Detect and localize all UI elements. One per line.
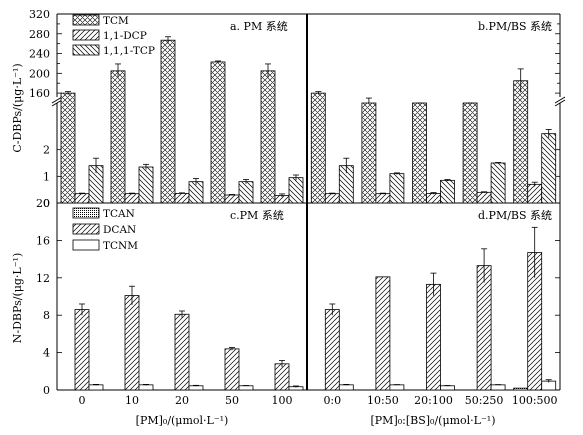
- bar-a-111tcp-4: [288, 177, 304, 204]
- bar-a-tcm-1: [110, 70, 126, 204]
- bar-d-dcan-0: [324, 309, 340, 391]
- y-tick-label-upper-0: 160: [29, 87, 50, 100]
- legend-bottom: TCAN DCAN TCNM: [72, 207, 138, 252]
- x-tick-label-c-2: 20: [175, 394, 189, 407]
- bar-a-11dcp-0: [74, 193, 90, 204]
- x-tick-label-c-0: 0: [79, 394, 86, 407]
- bar-b-tcm-3: [462, 102, 478, 204]
- bar-a-tcm-4: [260, 70, 276, 204]
- y-tick-label-lower-2: 2: [43, 144, 50, 157]
- bar-b-11dcp-0: [324, 193, 340, 204]
- bar-b-111tcp-1: [389, 173, 405, 204]
- bar-b-111tcp-2: [440, 179, 455, 204]
- legend-label-tcnm: TCNM: [103, 240, 138, 252]
- y-tick-label-bottom-4: 16: [36, 234, 50, 247]
- x-tick-label-d-0: 0:0: [323, 394, 341, 407]
- bar-c-dcan-3: [224, 348, 240, 391]
- y-axis-label-top: C-DBPs/(μg·L⁻¹): [11, 63, 24, 152]
- x-tick-label-d-2: 20:100: [414, 394, 453, 407]
- bar-d-tcnm-3: [490, 384, 506, 391]
- bar-b-11dcp-1: [375, 193, 391, 204]
- y-tick-label-bottom-2: 8: [43, 309, 50, 322]
- bar-c-dcan-2: [174, 313, 190, 391]
- bar-b-tcm-2: [412, 102, 427, 204]
- y-tick-label-lower-0: 0: [43, 197, 50, 210]
- x-tick-label-d-3: 50:250: [465, 394, 504, 407]
- bar-d-dcan-3: [476, 265, 492, 391]
- bar-b-tcm-0: [310, 92, 326, 204]
- bar-b-111tcp-3: [490, 162, 506, 204]
- x-tick-label-c-3: 50: [225, 394, 239, 407]
- y-tick-label-upper-4: 320: [29, 8, 50, 21]
- y-axis-label-bottom: N-DBPs/(μg·L⁻¹): [11, 253, 24, 344]
- bar-a-tcm-2: [160, 39, 176, 204]
- bar-a-11dcp-1: [124, 193, 140, 204]
- bar-d-tcnm-2: [440, 385, 455, 391]
- legend-label-tcan: TCAN: [103, 208, 135, 220]
- legend-top: TCM 1,1-DCP 1,1,1-TCP: [72, 14, 155, 57]
- bar-a-11dcp-2: [174, 192, 190, 204]
- bar-a-tcm-3: [210, 61, 226, 204]
- axis-ticks: 0 10 20 50 100 0:0 10:50 20:100 50:250 100:500160…: [29, 8, 560, 407]
- bar-a-tcm-0: [60, 92, 76, 204]
- legend-label-tcp: 1,1,1-TCP: [103, 45, 155, 57]
- y-tick-label-bottom-5: 20: [36, 197, 50, 210]
- legend-swatch-dcp: [72, 29, 100, 41]
- bar-b-11dcp-2: [426, 192, 441, 204]
- y-tick-label-upper-1: 200: [29, 67, 50, 80]
- panel-a-title: a. PM 系统: [230, 20, 288, 33]
- bar-c-dcan-0: [74, 309, 90, 391]
- x-tick-label-d-1: 10:50: [367, 394, 399, 407]
- bar-b-tcm-4: [513, 80, 529, 204]
- legend-label-tcm: TCM: [103, 15, 129, 27]
- bar-a-11dcp-3: [224, 194, 240, 204]
- bar-b-11dcp-4: [527, 183, 543, 204]
- bar-c-dcan-1: [124, 295, 140, 391]
- y-tick-label-upper-2: 240: [29, 48, 50, 61]
- x-tick-label-c-1: 10: [125, 394, 139, 407]
- legend-swatch-tcm: [72, 14, 100, 26]
- x-axis-label-left: [PM]₀/(μmol·L⁻¹): [136, 414, 229, 427]
- bar-b-tcm-1: [361, 102, 377, 204]
- bar-c-dcan-4: [274, 363, 290, 391]
- legend-swatch-tcp: [72, 44, 100, 56]
- y-tick-label-bottom-1: 4: [43, 347, 50, 360]
- panel-b-title: b.PM/BS 系统: [478, 20, 552, 33]
- axis-break-left: [51, 96, 63, 107]
- bar-b-11dcp-3: [476, 191, 492, 204]
- x-tick-label-c-4: 100: [272, 394, 293, 407]
- bar-d-dcan-2: [426, 283, 441, 391]
- bar-a-111tcp-3: [238, 181, 254, 204]
- legend-swatch-tcnm: [72, 239, 100, 251]
- legend-label-dcan: DCAN: [103, 224, 136, 236]
- bar-b-111tcp-4: [541, 133, 557, 204]
- legend-swatch-dcan: [72, 223, 100, 235]
- legend-label-dcp: 1,1-DCP: [103, 30, 147, 42]
- y-tick-label-bottom-0: 0: [43, 384, 50, 397]
- y-tick-label-bottom-3: 12: [36, 272, 50, 285]
- bar-c-tcnm-2: [188, 385, 204, 391]
- bar-d-tcnm-0: [338, 384, 354, 391]
- y-tick-label-lower-1: 1: [43, 170, 50, 183]
- legend-swatch-tcan: [72, 207, 100, 219]
- bar-c-tcnm-1: [138, 384, 154, 391]
- x-axis-label-right: [PM]₀:[BS]₀/(μmol·L⁻¹): [370, 414, 495, 427]
- panel-c-title: c.PM 系统: [230, 209, 284, 222]
- bar-d-tcnm-1: [389, 384, 405, 391]
- bar-c-tcnm-3: [238, 385, 254, 391]
- x-tick-label-d-4: 100:500: [512, 394, 558, 407]
- bar-d-tcan-4: [513, 387, 529, 391]
- bar-d-dcan-1: [375, 276, 391, 391]
- bar-c-tcnm-0: [88, 384, 104, 391]
- y-tick-label-upper-3: 280: [29, 28, 50, 41]
- bars: [60, 36, 557, 391]
- bar-a-111tcp-1: [138, 166, 154, 204]
- axis-break-right: [554, 96, 566, 107]
- panel-d-title: d.PM/BS 系统: [478, 209, 552, 222]
